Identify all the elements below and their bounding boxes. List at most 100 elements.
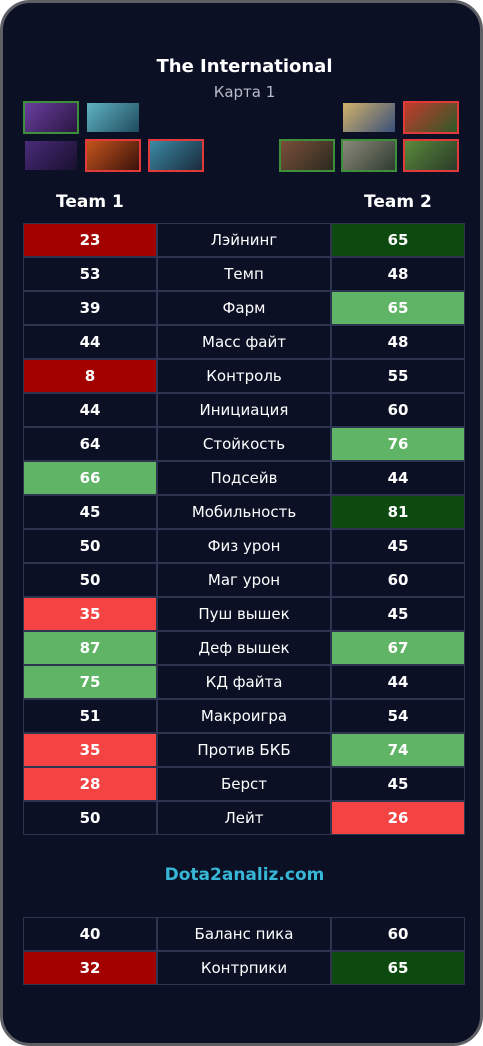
summary-table: 40 Баланс пика 60 32 Контрпики 65 [23, 917, 465, 985]
stat-label: Масс файт [157, 325, 331, 359]
team1-value: 50 [23, 801, 157, 835]
stat-row: 35 Пуш вышек 45 [23, 597, 465, 631]
team1-hero-portrait[interactable] [23, 101, 79, 134]
team2-value: 45 [331, 597, 465, 631]
stats-table: 23 Лэйнинг 65 53 Темп 48 39 Фарм 65 44 Масс файт 48… [23, 223, 465, 835]
stat-label: Против БКБ [157, 733, 331, 767]
stat-row: 66 Подсейв 44 [23, 461, 465, 495]
stat-label: Инициация [157, 393, 331, 427]
stat-label: КД файта [157, 665, 331, 699]
team2-hero-portrait[interactable] [403, 101, 459, 134]
team1-value: 50 [23, 563, 157, 597]
team2-value: 54 [331, 699, 465, 733]
stat-label: Пуш вышек [157, 597, 331, 631]
team1-value: 39 [23, 291, 157, 325]
stat-row: 51 Макроигра 54 [23, 699, 465, 733]
team1-value: 87 [23, 631, 157, 665]
red-hair-hero-icon [405, 103, 457, 132]
stat-row: 35 Против БКБ 74 [23, 733, 465, 767]
team2-hero-portrait[interactable] [279, 139, 335, 172]
stat-row: 50 Физ урон 45 [23, 529, 465, 563]
stat-row: 23 Лэйнинг 65 [23, 223, 465, 257]
stat-row: 40 Баланс пика 60 [23, 917, 465, 951]
team2-hero-portrait[interactable] [403, 139, 459, 172]
team1-hero-portrait[interactable] [148, 139, 204, 172]
stat-row: 50 Лейт 26 [23, 801, 465, 835]
stat-row: 53 Темп 48 [23, 257, 465, 291]
stat-row: 28 Берст 45 [23, 767, 465, 801]
stat-label: Берст [157, 767, 331, 801]
team2-value: 60 [331, 563, 465, 597]
team2-value: 65 [331, 223, 465, 257]
page-title: The International [156, 56, 333, 77]
team2-value: 65 [331, 291, 465, 325]
stat-row: 8 Контроль 55 [23, 359, 465, 393]
team2-value: 76 [331, 427, 465, 461]
team1-value: 45 [23, 495, 157, 529]
stat-row: 39 Фарм 65 [23, 291, 465, 325]
team1-hero-portrait[interactable] [85, 101, 141, 134]
site-link[interactable]: Dota2analiz.com [164, 865, 325, 885]
team1-hero-portrait[interactable] [85, 139, 141, 172]
team1-value: 53 [23, 257, 157, 291]
stat-label: Фарм [157, 291, 331, 325]
stat-label: Деф вышек [157, 631, 331, 665]
team1-label: Team 1 [56, 192, 124, 212]
warrior-hero-icon [343, 141, 395, 170]
team1-value: 44 [23, 325, 157, 359]
stat-label: Физ урон [157, 529, 331, 563]
team1-hero-portrait[interactable] [23, 139, 79, 172]
team2-value: 65 [331, 951, 465, 985]
team2-value: 45 [331, 529, 465, 563]
golden-hero-icon [343, 103, 395, 132]
team1-value: 35 [23, 733, 157, 767]
stat-row: 44 Масс файт 48 [23, 325, 465, 359]
stat-label: Стойкость [157, 427, 331, 461]
stat-label: Макроигра [157, 699, 331, 733]
brute-hero-icon [281, 141, 333, 170]
stat-label: Подсейв [157, 461, 331, 495]
team1-value: 40 [23, 917, 157, 951]
stat-label: Лэйнинг [157, 223, 331, 257]
team2-value: 45 [331, 767, 465, 801]
map-subtitle: Карта 1 [213, 83, 276, 101]
team1-value: 51 [23, 699, 157, 733]
stat-row: 75 КД файта 44 [23, 665, 465, 699]
team2-value: 48 [331, 325, 465, 359]
stat-row: 50 Маг урон 60 [23, 563, 465, 597]
team1-value: 66 [23, 461, 157, 495]
team1-value: 28 [23, 767, 157, 801]
team1-value: 23 [23, 223, 157, 257]
green-beast-hero-icon [405, 141, 457, 170]
team1-value: 64 [23, 427, 157, 461]
team2-value: 44 [331, 461, 465, 495]
stat-row: 45 Мобильность 81 [23, 495, 465, 529]
teal-hero-icon [150, 141, 202, 170]
purple-hero-icon [25, 103, 77, 132]
team2-value: 60 [331, 393, 465, 427]
stat-label: Лейт [157, 801, 331, 835]
team1-value: 50 [23, 529, 157, 563]
team1-value: 44 [23, 393, 157, 427]
dark-purple-hero-icon [25, 141, 77, 170]
team1-value: 75 [23, 665, 157, 699]
team1-value: 35 [23, 597, 157, 631]
team2-hero-portrait[interactable] [341, 139, 397, 172]
stat-label: Баланс пика [157, 917, 331, 951]
ice-dragon-hero-icon [87, 103, 139, 132]
team2-label: Team 2 [364, 192, 432, 212]
team2-value: 60 [331, 917, 465, 951]
stat-label: Мобильность [157, 495, 331, 529]
team2-value: 55 [331, 359, 465, 393]
team2-value: 26 [331, 801, 465, 835]
team2-value: 48 [331, 257, 465, 291]
stat-row: 64 Стойкость 76 [23, 427, 465, 461]
team2-hero-portrait[interactable] [341, 101, 397, 134]
team1-value: 8 [23, 359, 157, 393]
stat-row: 87 Деф вышек 67 [23, 631, 465, 665]
team2-value: 44 [331, 665, 465, 699]
stat-label: Контрпики [157, 951, 331, 985]
fire-hero-icon [87, 141, 139, 170]
stat-label: Темп [157, 257, 331, 291]
